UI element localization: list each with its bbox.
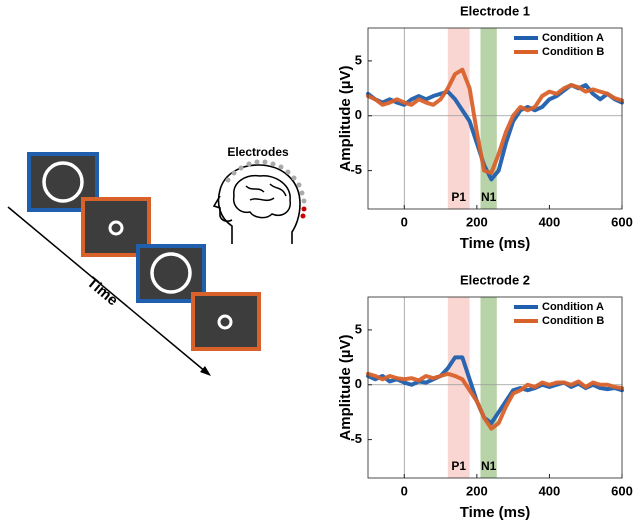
legend-label: Condition A [542, 32, 604, 44]
legend-label: Condition A [542, 301, 604, 313]
time-label: Time [84, 274, 122, 309]
y-tick-label: 0 [355, 376, 362, 391]
x-tick-label: 600 [611, 483, 633, 498]
stimulus-frame [193, 294, 259, 349]
region-label: N1 [481, 459, 497, 473]
x-tick-label: 400 [539, 214, 561, 229]
x-tick-label: 0 [401, 483, 408, 498]
electrodes-label: Electrodes [227, 145, 289, 159]
y-tick-label: 0 [355, 107, 362, 122]
x-tick-label: 600 [611, 214, 633, 229]
y-axis-label: Amplitude (µV) [337, 65, 354, 171]
shaded-region [480, 28, 496, 209]
brain [234, 176, 291, 218]
x-tick-label: 200 [466, 214, 488, 229]
head-outline [219, 165, 301, 244]
shaded-region [480, 297, 496, 478]
region-label: N1 [481, 190, 497, 204]
legend-label: Condition B [542, 46, 604, 58]
y-tick-label: 5 [355, 321, 362, 336]
x-axis-label: Time (ms) [460, 504, 531, 521]
y-axis-label: Amplitude (µV) [337, 334, 354, 440]
y-tick-label: 5 [355, 52, 362, 67]
legend-label: Condition B [542, 315, 604, 327]
x-tick-label: 200 [466, 483, 488, 498]
x-axis-label: Time (ms) [460, 235, 531, 252]
region-label: P1 [451, 190, 466, 204]
region-label: P1 [451, 459, 466, 473]
x-tick-label: 0 [401, 214, 408, 229]
head-icon: Electrodes [214, 145, 307, 244]
figure: Time Electrodes P1N10200400600-505Electr… [0, 0, 637, 522]
x-tick-label: 400 [539, 483, 561, 498]
chart-title: Electrode 2 [460, 272, 530, 287]
chart-title: Electrode 1 [460, 3, 530, 18]
